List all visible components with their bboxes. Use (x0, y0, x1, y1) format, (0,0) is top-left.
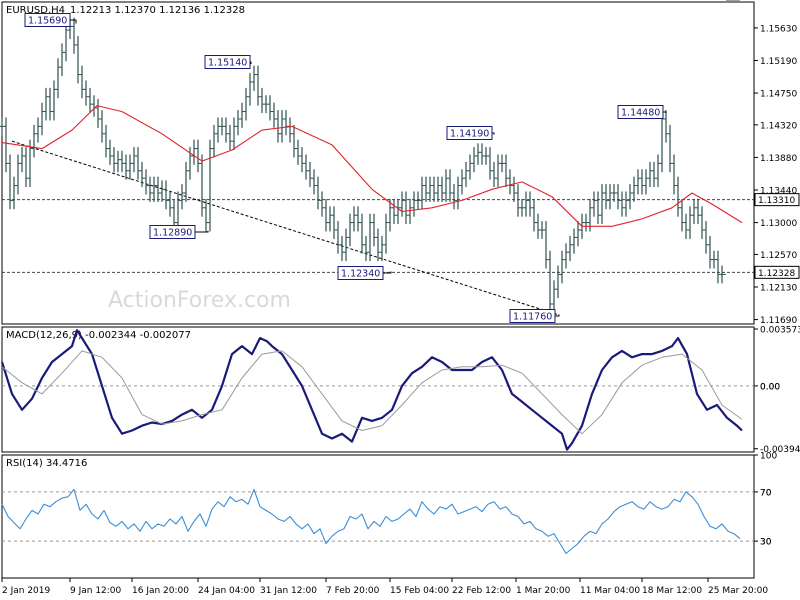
annotation-box (24, 13, 71, 27)
y-tick-label: 1.13000 (760, 219, 797, 229)
series-line-macd (0, 329, 743, 451)
price-level-box (754, 265, 800, 279)
x-tick-label: 1 Mar 20:00 (516, 586, 571, 596)
rsi-title: RSI(14) 34.4716 (6, 458, 87, 469)
annotation-box (617, 105, 664, 119)
y-tick-label: 1.11690 (760, 316, 797, 326)
y-tick-label: 1.13880 (760, 154, 797, 164)
annotation-label: 1.12340 (341, 269, 380, 280)
x-tick-label: 9 Jan 12:00 (70, 586, 122, 596)
panel-border-2 (1, 454, 755, 579)
y-tick-label: 1.15190 (760, 57, 797, 67)
annotation-leader (383, 271, 392, 274)
annotation-leader (70, 19, 77, 24)
annotation-label: 1.14190 (450, 129, 489, 140)
annotation-label: 1.11760 (513, 312, 552, 323)
x-tick-label: 15 Feb 04:00 (390, 586, 449, 596)
annotation-leader (663, 111, 667, 114)
price-level-box (754, 193, 800, 207)
annotation-label: 1.12890 (153, 228, 192, 239)
x-tick-label: 24 Jan 04:00 (198, 586, 255, 596)
price-level-label: 1.13310 (758, 196, 795, 206)
y-tick-label: -0.003945 (760, 445, 800, 455)
annotation-box (149, 225, 196, 239)
price-panel: ActionForex.com EURUSD,H4 1.12213 1.1237… (0, 0, 800, 326)
y-tick-label: 1.14750 (760, 90, 797, 100)
x-tick-label: 11 Mar 04:00 (580, 586, 640, 596)
x-tick-label: 16 Jan 20:00 (132, 586, 189, 596)
panel-border-1 (1, 326, 755, 453)
annotation-leader (492, 132, 495, 135)
y-tick-label: 1.15630 (760, 24, 797, 34)
annotation-label: 1.15140 (208, 58, 247, 69)
price-values-header: 1.12213 1.12370 1.12136 1.12328 (70, 5, 245, 16)
y-tick-label: 1.14320 (760, 121, 797, 131)
y-tick-label: 100 (760, 452, 777, 462)
chart-frame (1, 1, 755, 579)
x-tick-label: 18 Mar 12:00 (642, 586, 702, 596)
y-tick-label: 30 (760, 538, 772, 548)
watermark: ActionForex.com (108, 288, 291, 313)
annotation-leader (555, 314, 560, 317)
annotation-box (204, 55, 251, 69)
macd-panel: MACD(12,26,9) -0.002344 -0.002077 0.0035… (0, 326, 800, 455)
reference-level-label: 70 (760, 488, 772, 498)
price-title: EURUSD,H4 (6, 5, 65, 16)
annotation-box (337, 266, 384, 280)
annotation-box (509, 309, 556, 323)
x-tick-label: 25 Mar 20:00 (708, 586, 768, 596)
macd-title: MACD(12,26,9) -0.002344 -0.002077 (6, 330, 191, 341)
y-tick-label: 1.12570 (760, 251, 797, 261)
series-line-rsi (1, 488, 741, 554)
panel-border-0 (1, 1, 755, 325)
annotation-leader (195, 230, 209, 233)
x-tick-label: 31 Jan 12:00 (260, 586, 317, 596)
annotation-box (446, 126, 493, 140)
reference-level-label: 30 (760, 538, 772, 548)
x-tick-label: 2 Jan 2019 (2, 586, 50, 596)
y-tick-label: 1.12130 (760, 283, 797, 293)
trendline (11, 140, 558, 315)
x-tick-label: 7 Feb 20:00 (326, 586, 380, 596)
annotation-label: 1.15690 (28, 16, 67, 27)
y-tick-label: 0.003573 (760, 326, 800, 336)
x-tick-label: 22 Feb 12:00 (452, 586, 511, 596)
y-tick-label: 1.13440 (760, 187, 797, 197)
reference-level-label: 0.00 (760, 382, 780, 392)
series-line-ma (1, 105, 743, 227)
y-tick-label: 0.00 (760, 382, 780, 392)
annotation-label: 1.14480 (621, 108, 660, 119)
x-axis: 2 Jan 2019 9 Jan 12:00 16 Jan 20:00 24 Jan … (1, 578, 768, 596)
price-level-label: 1.12328 (758, 269, 795, 279)
series-line-signal (1, 350, 743, 435)
y-tick-label: 70 (760, 488, 772, 498)
